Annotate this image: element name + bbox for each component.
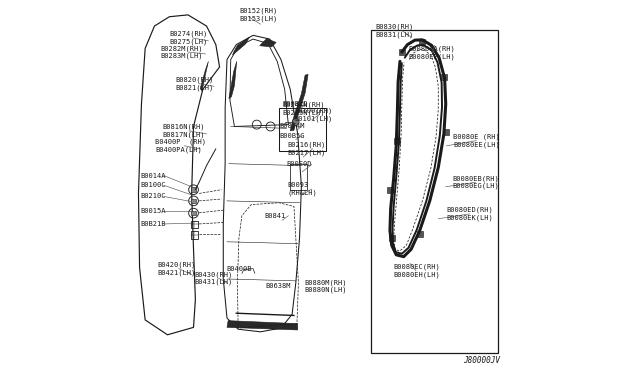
Text: B0638M: B0638M — [265, 283, 291, 289]
Polygon shape — [227, 321, 298, 330]
Text: J80000JV: J80000JV — [463, 356, 500, 365]
Bar — [443, 129, 449, 135]
Polygon shape — [260, 39, 276, 47]
Polygon shape — [229, 61, 237, 99]
Bar — [394, 138, 399, 144]
Bar — [291, 164, 307, 190]
Bar — [191, 199, 196, 203]
Text: B0093
(RH&LH): B0093 (RH&LH) — [287, 182, 317, 196]
Text: B0816N(RH)
B0817N(LH): B0816N(RH) B0817N(LH) — [162, 124, 204, 138]
Text: B0400B: B0400B — [227, 266, 252, 272]
Bar — [387, 187, 393, 193]
Bar — [191, 187, 196, 192]
Bar — [399, 49, 405, 55]
Bar — [419, 39, 424, 45]
Text: B0080ED(RH)
B0080EK(LH): B0080ED(RH) B0080EK(LH) — [447, 207, 493, 221]
Bar — [389, 235, 395, 241]
Text: B0080E (RH)
B0080EE(LH): B0080E (RH) B0080EE(LH) — [453, 134, 500, 148]
Bar — [371, 30, 498, 353]
Bar — [191, 211, 196, 215]
Text: B0080EA(RH)
B0080EF(LH): B0080EA(RH) B0080EF(LH) — [408, 46, 455, 60]
Text: B0210C: B0210C — [141, 193, 166, 199]
Text: B0282M(RH)
B0283M(LH): B0282M(RH) B0283M(LH) — [161, 45, 204, 59]
Text: B0216(RH)
B0217(LH): B0216(RH) B0217(LH) — [287, 142, 326, 156]
Text: B0015A: B0015A — [141, 208, 166, 214]
Text: B0880M(RH)
B0880N(LH): B0880M(RH) B0880N(LH) — [305, 279, 347, 294]
Text: B0820(RH)
B0821(LH): B0820(RH) B0821(LH) — [175, 77, 214, 91]
Text: B0841: B0841 — [264, 213, 285, 219]
Polygon shape — [232, 37, 250, 55]
Text: B0014A: B0014A — [141, 173, 166, 179]
Bar — [441, 74, 447, 80]
Text: B0152(RH)
B0153(LH): B0152(RH) B0153(LH) — [239, 8, 277, 22]
Bar — [279, 108, 326, 151]
Text: B0B21B: B0B21B — [141, 221, 166, 227]
Text: B0100(RH)
B0101(LH): B0100(RH) B0101(LH) — [294, 108, 333, 122]
Text: B0420(RH)
B0421(LH): B0420(RH) B0421(LH) — [157, 262, 195, 276]
Bar — [191, 231, 198, 239]
Text: B0430(RH)
B0431(LH): B0430(RH) B0431(LH) — [195, 271, 232, 285]
Text: B0874M: B0874M — [279, 123, 305, 129]
Polygon shape — [291, 74, 308, 131]
Circle shape — [292, 119, 299, 125]
Text: B0400P  (RH)
B0400PA(LH): B0400P (RH) B0400PA(LH) — [156, 139, 206, 153]
Text: B00E0D: B00E0D — [287, 161, 312, 167]
Text: B00B5G: B00B5G — [279, 133, 305, 139]
Bar — [417, 231, 424, 237]
Text: B0080EC(RH)
B0080EH(LH): B0080EC(RH) B0080EH(LH) — [394, 264, 440, 278]
Text: B0830(RH)
B0831(LH): B0830(RH) B0831(LH) — [375, 23, 413, 38]
Text: B0244N(RH)
B0245N(LH): B0244N(RH) B0245N(LH) — [282, 102, 324, 116]
Polygon shape — [200, 61, 209, 91]
Text: B0080EB(RH)
B0080EG(LH): B0080EB(RH) B0080EG(LH) — [452, 175, 499, 189]
Text: B00B2D: B00B2D — [282, 101, 308, 107]
Bar — [191, 221, 198, 228]
Text: B0100C: B0100C — [141, 182, 166, 188]
Text: B0274(RH)
B0275(LH): B0274(RH) B0275(LH) — [170, 31, 207, 45]
